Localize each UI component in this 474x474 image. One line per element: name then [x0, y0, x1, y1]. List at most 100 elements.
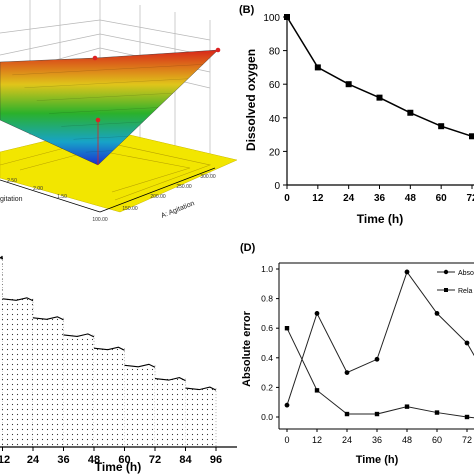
x-tick-label: 36 — [372, 435, 382, 445]
x-tick-label: 36 — [57, 454, 69, 466]
data-point — [344, 370, 350, 375]
y-axis-label: gitation — [0, 196, 23, 203]
x-tick-label: 24 — [27, 454, 40, 466]
legend-marker — [444, 288, 448, 292]
data-point — [407, 109, 414, 116]
x-tick-label: 24 — [343, 193, 355, 204]
data-point — [374, 411, 380, 417]
panel-b-dissolved-oxygen-chart: 0 20 40 60 80 100 0 12 24 36 48 60 72 Time (h) Dissolv… — [237, 0, 474, 237]
y-tick-label: 2.00 — [33, 186, 43, 192]
design-point — [215, 47, 221, 53]
y-tick-label: 0.8 — [261, 294, 273, 304]
x-tick-label: 0 — [284, 193, 290, 204]
bar — [0, 257, 3, 447]
x-axis-title: Time (h) — [95, 460, 141, 474]
data-point — [404, 404, 410, 409]
surface-mesh-line — [12, 64, 204, 76]
base-edge-x — [99, 167, 216, 213]
bar-error-cap — [93, 346, 125, 351]
panel-a-surface-plot: 100.00 150.00 200.00 250.00 300.00 1.50 2.00 2.… — [0, 0, 237, 237]
panel-d-absolute-error-chart: 0.0 0.2 0.4 0.6 0.8 1.0 0 12 24 36 48 60 72 Time (h) A… — [237, 237, 474, 474]
y-axis-title: Absolute error — [241, 310, 253, 387]
x-axis-label: A: Agitation — [160, 200, 196, 220]
bar — [94, 348, 125, 447]
x-tick-label: 72 — [149, 454, 161, 466]
data-point — [434, 311, 440, 316]
y-tick-label: 60 — [269, 80, 281, 91]
series-line — [286, 270, 474, 406]
back-grid-line — [0, 33, 101, 56]
bar-chart-svg: 12 24 36 48 60 72 84 96 Time (h) — [0, 255, 237, 474]
x-tick-label: 250.00 — [176, 184, 192, 190]
data-point — [314, 311, 320, 316]
data-point — [284, 402, 290, 408]
panel-label: (B) — [239, 4, 255, 16]
y-tick-label: 80 — [269, 47, 281, 58]
response-surface — [0, 49, 219, 166]
design-point — [92, 55, 98, 61]
x-tick-label: 48 — [402, 435, 412, 445]
x-tick-label: 48 — [405, 193, 417, 204]
y-tick-label: 0 — [274, 181, 280, 192]
x-tick-label: 12 — [0, 454, 10, 466]
x-tick-label: 150.00 — [122, 206, 138, 212]
panel-label: (D) — [240, 242, 256, 254]
bar — [185, 388, 216, 447]
bar — [33, 317, 64, 447]
surface-mesh-line — [85, 150, 114, 153]
data-point — [345, 81, 352, 88]
surface-mesh-line — [61, 121, 144, 127]
surface-mesh-line — [48, 107, 159, 114]
series-line — [286, 16, 473, 137]
data-point — [464, 414, 470, 420]
x-tick-label: 60 — [432, 435, 442, 445]
y-tick-label: 40 — [269, 114, 281, 125]
floor-contour — [19, 149, 191, 193]
x-tick-label: 300.00 — [200, 174, 216, 180]
x-tick-label: 72 — [462, 435, 472, 445]
x-tick-label: 200.00 — [150, 194, 166, 200]
data-point — [284, 14, 290, 20]
surface-mesh-line — [24, 78, 189, 88]
data-point — [314, 388, 320, 393]
bar — [155, 378, 186, 447]
x-tick-label: 12 — [312, 193, 324, 204]
bar — [124, 365, 155, 447]
x-tick-label: 24 — [342, 435, 352, 445]
y-tick-label: 0.0 — [261, 412, 273, 422]
x-tick-label: 60 — [118, 454, 130, 466]
y-axis-title: Dissolved oxygen — [244, 49, 258, 151]
x-tick-label: 36 — [374, 193, 386, 204]
y-tick-label: 1.50 — [57, 194, 67, 200]
y-tick-label: 20 — [269, 147, 281, 158]
x-tick-label: 84 — [179, 454, 192, 466]
y-tick-label: 0.2 — [261, 382, 273, 392]
data-point — [344, 411, 350, 417]
data-point — [314, 64, 321, 71]
bar-error-cap — [124, 363, 156, 368]
y-tick-label: 100 — [263, 13, 280, 24]
base-edge-y — [0, 179, 101, 213]
back-grid-line — [99, 19, 211, 41]
panel-c-bar-chart: 12 24 36 48 60 72 84 96 Time (h) — [0, 237, 237, 474]
data-point — [434, 410, 440, 415]
bar-error-cap — [2, 297, 34, 302]
y-tick-label: 0.4 — [261, 353, 273, 363]
y-tick-label: 1.0 — [261, 264, 273, 274]
surface-mesh-line — [73, 136, 129, 140]
legend-marker — [443, 269, 449, 275]
data-point — [376, 94, 383, 101]
x-tick-label: 48 — [88, 454, 100, 466]
x-tick-label: 0 — [284, 435, 289, 445]
bar — [63, 334, 94, 447]
dissolved-oxygen-chart-svg: 0 20 40 60 80 100 0 12 24 36 48 60 72 Time (h) Dissolv… — [239, 4, 474, 226]
floor-contour — [0, 139, 212, 201]
y-tick-label: 0.6 — [261, 323, 273, 333]
back-grid-line — [0, 19, 101, 34]
absolute-error-chart-svg: 0.0 0.2 0.4 0.6 0.8 1.0 0 12 24 36 48 60 72 Time (h) A… — [240, 242, 474, 466]
bar-error-cap — [185, 386, 217, 391]
data-point — [469, 133, 474, 140]
x-axis-title: Time (h) — [356, 454, 399, 466]
data-point — [438, 123, 445, 130]
bar-error-cap — [32, 316, 64, 321]
